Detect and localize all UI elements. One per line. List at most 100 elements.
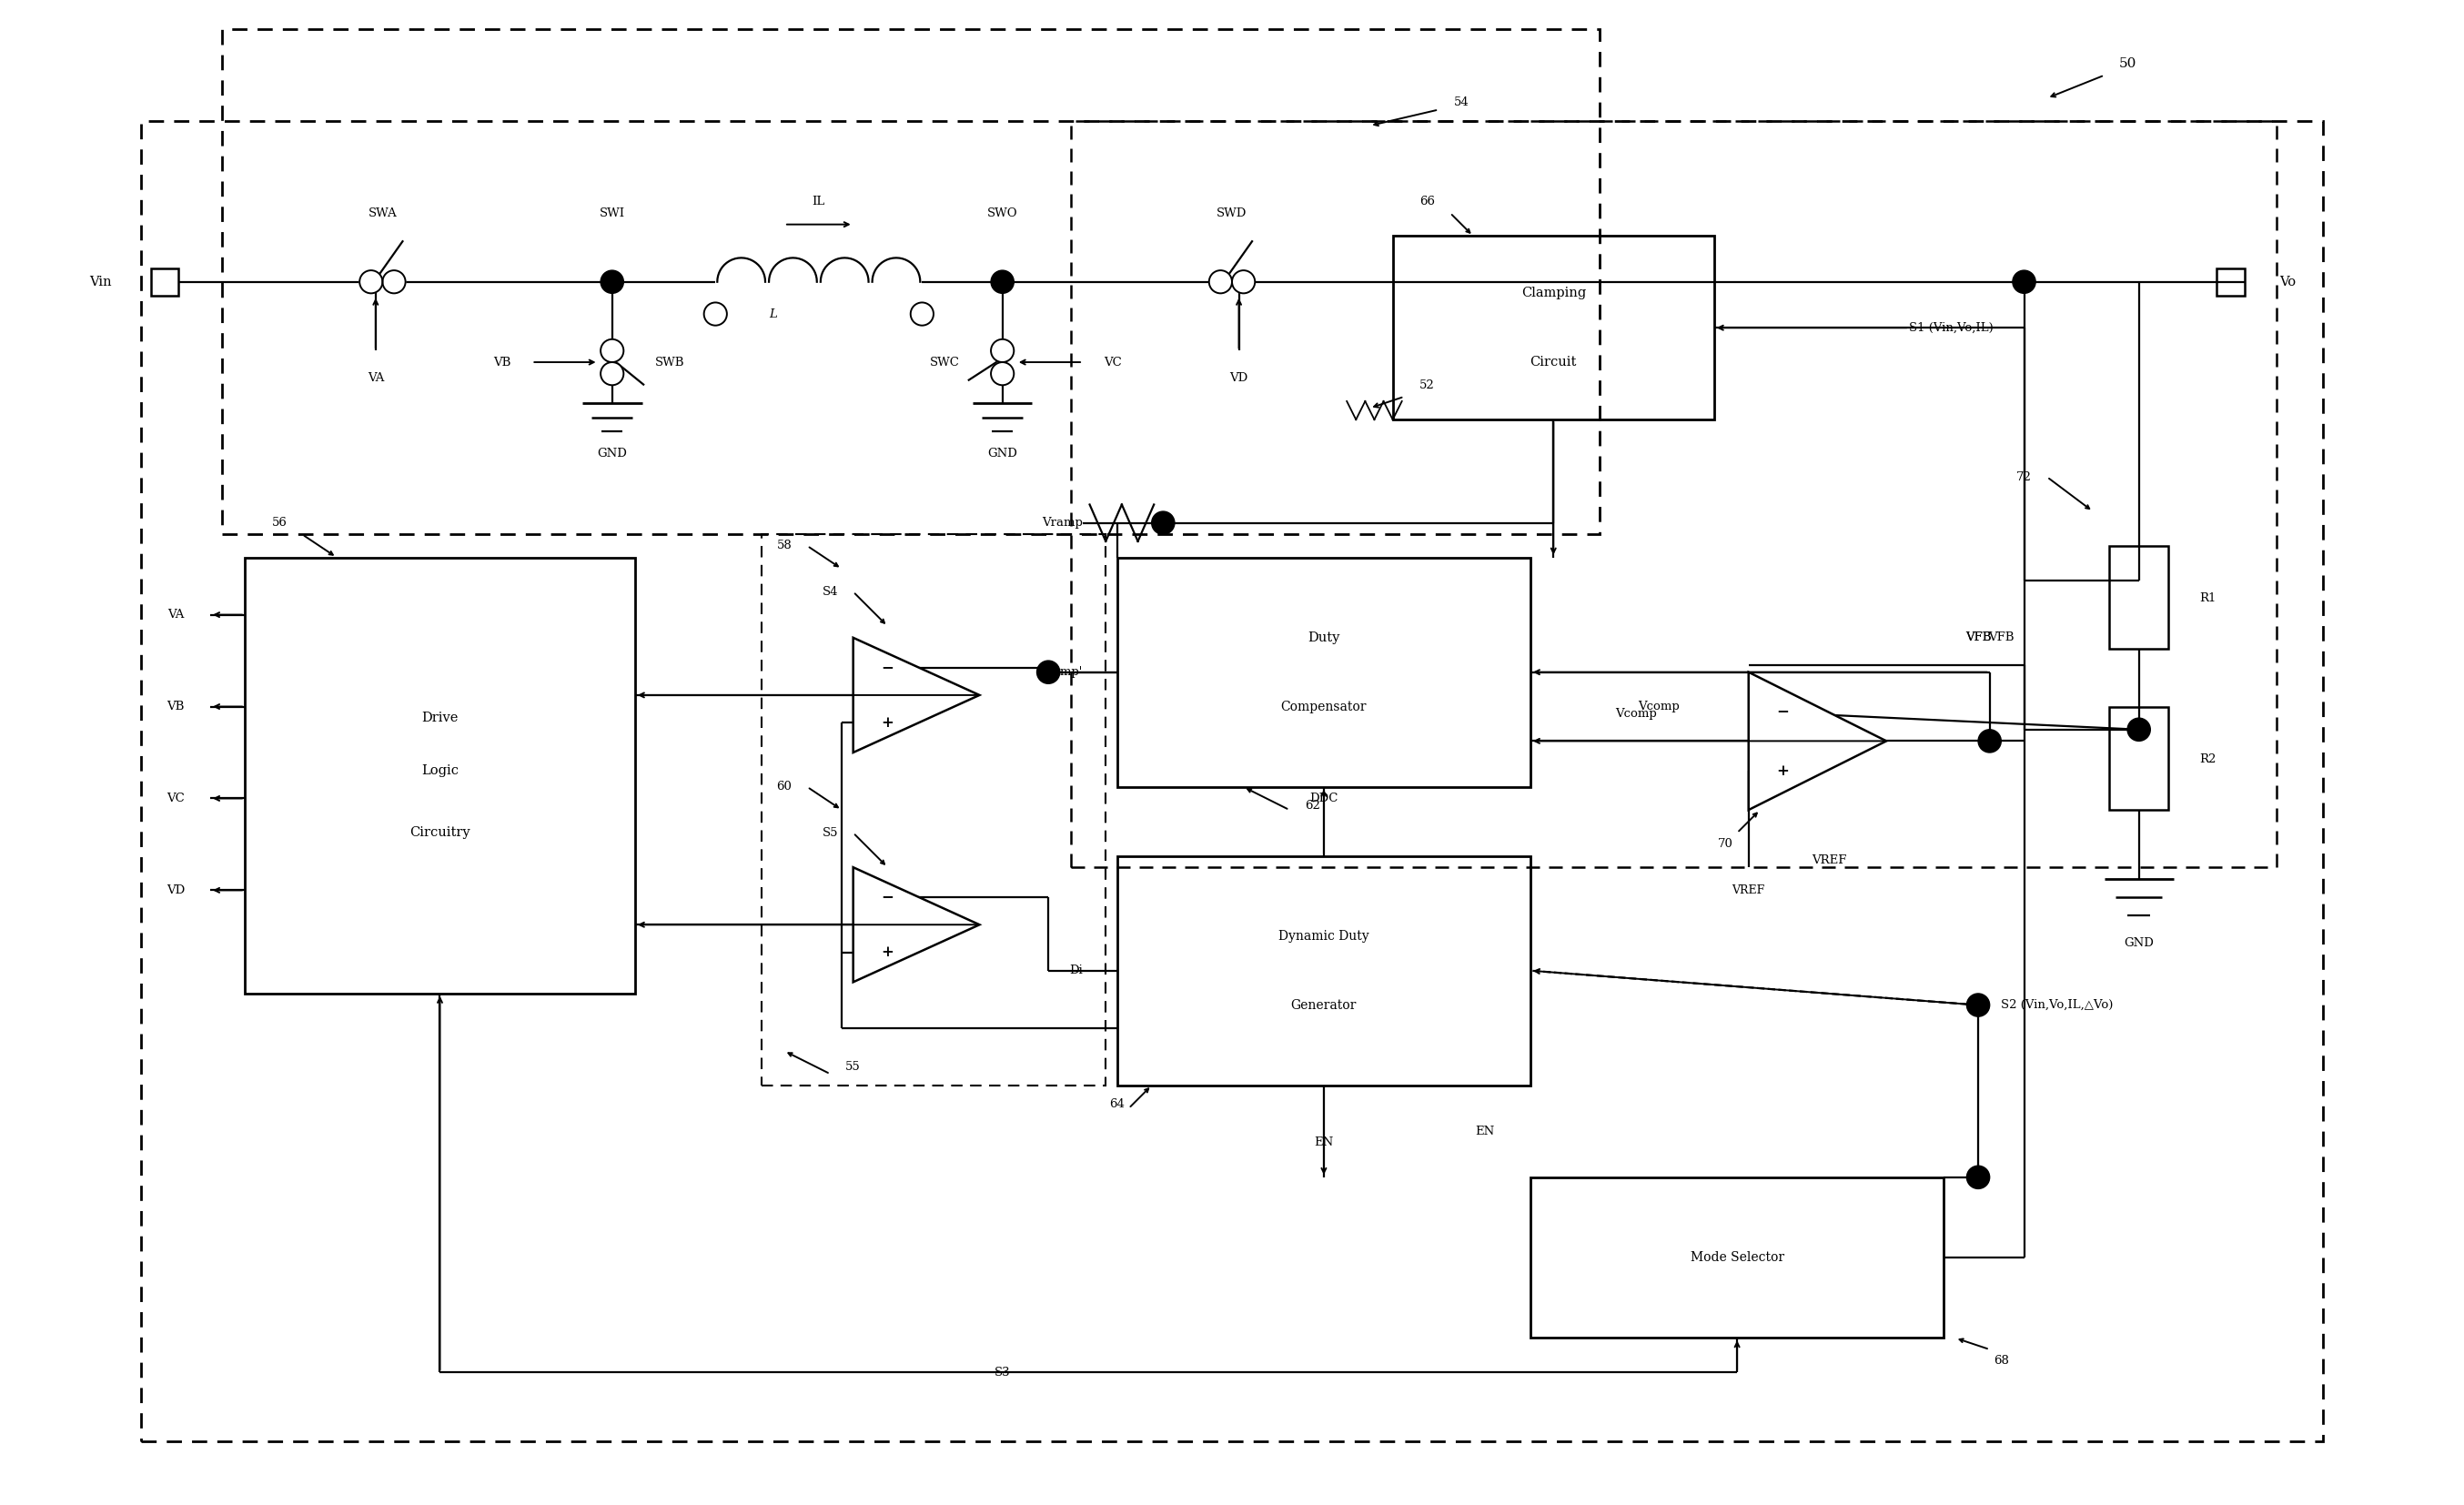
Text: 52: 52 [1419, 379, 1434, 391]
Text: Generator: Generator [1291, 999, 1358, 1011]
Bar [761, 534, 1106, 1085]
Text: 68: 68 [1993, 1355, 2008, 1367]
Circle shape [705, 303, 727, 325]
Text: Vcomp: Vcomp [1639, 701, 1680, 712]
Text: VA: VA [168, 610, 185, 620]
Text: Dynamic Duty: Dynamic Duty [1279, 930, 1370, 942]
Text: Circuit: Circuit [1530, 355, 1577, 369]
Text: VD: VD [1230, 372, 1249, 384]
Text: Compensator: Compensator [1281, 700, 1368, 713]
Bar [2109, 706, 2168, 810]
Text: Vcomp: Vcomp [1614, 707, 1656, 719]
Circle shape [2126, 718, 2151, 740]
Text: VFB: VFB [1966, 632, 1991, 644]
Text: IL: IL [813, 196, 825, 208]
Circle shape [991, 363, 1013, 385]
Text: Vin: Vin [89, 275, 111, 287]
Bar [1116, 557, 1530, 787]
Text: VB: VB [493, 357, 510, 369]
Circle shape [1232, 271, 1254, 293]
Text: 50: 50 [2119, 57, 2136, 71]
Text: −: − [1777, 703, 1789, 719]
Text: 72: 72 [2016, 471, 2033, 483]
Text: VREF: VREF [1732, 885, 1764, 895]
Circle shape [601, 363, 623, 385]
Text: SWA: SWA [367, 208, 397, 218]
Text: +: + [1777, 763, 1789, 778]
Text: +: + [882, 715, 894, 730]
Text: −: − [882, 889, 894, 905]
Text: S2 (Vin,Vo,IL,△Vo): S2 (Vin,Vo,IL,△Vo) [2001, 999, 2114, 1011]
Bar [1392, 236, 1715, 420]
Text: −: − [882, 659, 894, 676]
Text: 55: 55 [845, 1061, 860, 1073]
Text: VC: VC [168, 793, 185, 804]
Text: GND: GND [988, 448, 1018, 461]
Text: VD: VD [168, 885, 185, 895]
Text: VA: VA [367, 372, 384, 384]
Circle shape [912, 303, 934, 325]
Circle shape [601, 271, 623, 293]
Text: S5: S5 [823, 826, 838, 838]
Text: Vramp: Vramp [1042, 518, 1082, 528]
Bar [222, 29, 1599, 534]
Text: VREF: VREF [1811, 855, 1846, 867]
Text: 64: 64 [1109, 1097, 1126, 1109]
Bar [1530, 1177, 1944, 1338]
Circle shape [1979, 730, 2001, 752]
Text: Di: Di [1069, 965, 1082, 977]
Text: 56: 56 [271, 518, 286, 528]
Circle shape [991, 339, 1013, 363]
Text: VFB: VFB [1966, 632, 1991, 644]
Circle shape [1037, 661, 1060, 683]
Circle shape [1966, 993, 1988, 1016]
Text: S4: S4 [823, 585, 838, 597]
Bar [150, 268, 177, 295]
Text: 70: 70 [1717, 838, 1732, 850]
Polygon shape [853, 638, 981, 752]
Text: 58: 58 [776, 540, 791, 552]
Text: VB: VB [168, 701, 185, 712]
Circle shape [1151, 512, 1175, 534]
Bar [140, 120, 2324, 1442]
Text: EN: EN [1313, 1136, 1333, 1148]
Circle shape [991, 271, 1013, 293]
Text: VFB: VFB [1988, 632, 2013, 644]
Text: 62: 62 [1303, 799, 1321, 811]
Circle shape [2013, 271, 2035, 293]
Bar [1116, 856, 1530, 1085]
Text: DDC: DDC [1308, 793, 1338, 804]
Text: 54: 54 [1454, 96, 1469, 108]
Text: Clamping: Clamping [1520, 287, 1587, 299]
Text: Duty: Duty [1308, 631, 1340, 644]
Bar [2109, 546, 2168, 649]
Circle shape [1210, 271, 1232, 293]
Text: SWI: SWI [599, 208, 626, 218]
Text: GND: GND [2124, 938, 2154, 950]
Text: Drive: Drive [421, 712, 458, 724]
Text: L: L [769, 309, 776, 321]
Circle shape [360, 271, 382, 293]
Text: Logic: Logic [421, 765, 458, 777]
Text: SWO: SWO [988, 208, 1018, 218]
Bar [244, 557, 636, 993]
Text: SWC: SWC [929, 357, 961, 369]
Text: 60: 60 [776, 781, 791, 793]
Text: GND: GND [596, 448, 626, 461]
Text: SWB: SWB [655, 357, 685, 369]
Text: Vo: Vo [2279, 275, 2296, 287]
Text: S3: S3 [995, 1367, 1010, 1379]
Text: R1: R1 [2200, 593, 2215, 605]
Text: Vcomp': Vcomp' [1037, 667, 1082, 679]
Text: 66: 66 [1419, 196, 1434, 208]
Circle shape [382, 271, 407, 293]
Text: Mode Selector: Mode Selector [1690, 1251, 1784, 1264]
Text: R2: R2 [2200, 754, 2215, 766]
Text: EN: EN [1476, 1126, 1493, 1138]
Circle shape [1966, 1166, 1988, 1189]
Bar [2218, 268, 2245, 295]
Text: SWD: SWD [1217, 208, 1247, 218]
Circle shape [601, 339, 623, 363]
Text: Circuitry: Circuitry [409, 826, 471, 840]
Text: VC: VC [1104, 357, 1121, 369]
